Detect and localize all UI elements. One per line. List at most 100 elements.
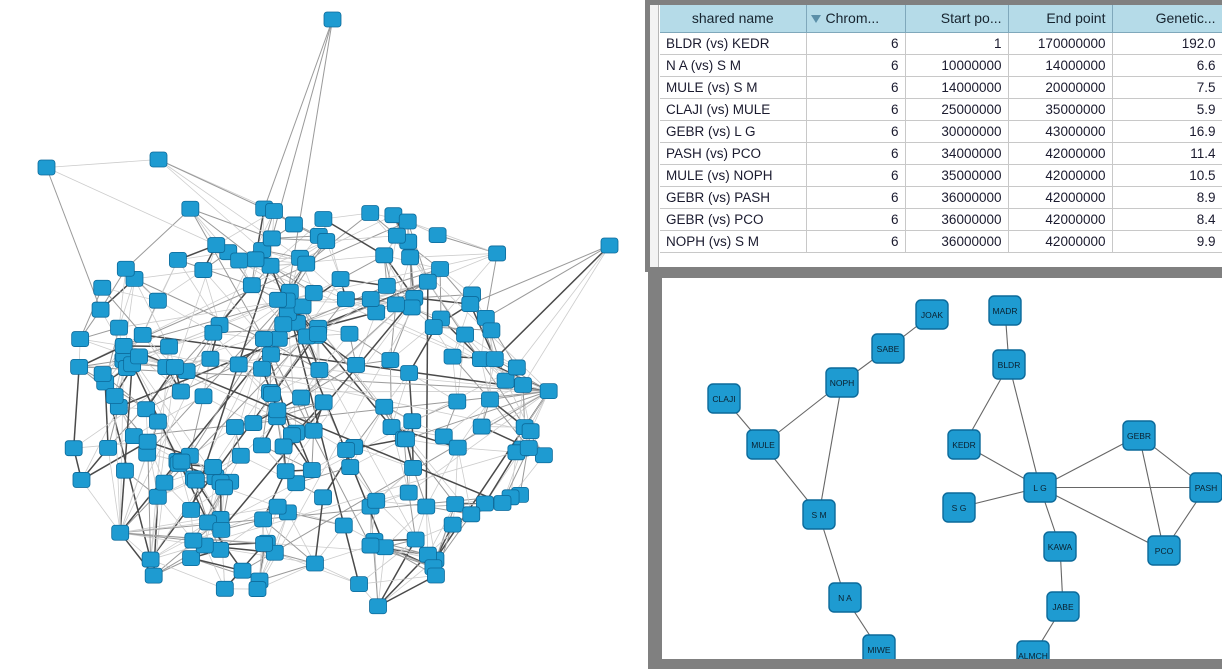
main-network-node[interactable] xyxy=(204,459,223,475)
main-network-node[interactable] xyxy=(186,472,205,489)
main-network-node[interactable] xyxy=(388,227,406,244)
cell-shared_name[interactable]: BLDR (vs) KEDR xyxy=(660,32,807,55)
table-row[interactable]: PASH (vs) PCO 6 34000000 42000000 11.4 xyxy=(660,142,1222,165)
column-header-shared-name[interactable]: shared name xyxy=(660,5,807,33)
main-network-node[interactable] xyxy=(314,394,333,411)
main-network-node[interactable] xyxy=(369,598,387,615)
main-network-node[interactable] xyxy=(448,393,467,410)
main-network-node[interactable] xyxy=(297,255,316,272)
main-network-node[interactable] xyxy=(314,211,333,227)
main-network-node[interactable] xyxy=(37,159,56,176)
table-body[interactable]: BLDR (vs) KEDR 6 1 170000000 192.0 N A (vs) S… xyxy=(660,32,1222,253)
main-network-node[interactable] xyxy=(144,567,163,584)
main-network-node[interactable] xyxy=(274,316,293,333)
main-network-node[interactable] xyxy=(382,419,401,435)
cell-chromosome[interactable]: 6 xyxy=(806,32,906,55)
node-shape[interactable] xyxy=(1023,472,1057,503)
main-network-node[interactable] xyxy=(137,401,156,418)
main-network-node[interactable] xyxy=(64,440,83,457)
table-row[interactable]: CLAJI (vs) MULE 6 25000000 35000000 5.9 xyxy=(660,98,1222,121)
main-network-node[interactable] xyxy=(341,459,360,475)
cell-start_point[interactable]: 34000000 xyxy=(905,142,1009,165)
main-network-node[interactable] xyxy=(110,319,128,336)
subnetwork-node[interactable]: MIWE xyxy=(862,634,896,659)
subnetwork-node[interactable]: ALMCH xyxy=(1016,640,1050,659)
subnetwork-node[interactable]: MADR xyxy=(988,295,1022,326)
cell-end_point[interactable]: 43000000 xyxy=(1008,120,1113,143)
subnetwork-node[interactable]: KAWA xyxy=(1043,531,1077,562)
main-network-node[interactable] xyxy=(367,492,386,509)
main-network-node[interactable] xyxy=(165,359,184,375)
table-row[interactable]: NOPH (vs) S M 6 36000000 42000000 9.9 xyxy=(660,230,1222,253)
main-network-node[interactable] xyxy=(268,498,287,515)
main-network-node[interactable] xyxy=(111,524,130,541)
cell-start_point[interactable]: 10000000 xyxy=(905,54,1009,77)
main-network-node[interactable] xyxy=(70,359,89,375)
main-network-node[interactable] xyxy=(367,304,386,321)
main-network-node[interactable] xyxy=(406,531,425,548)
subnetwork-node[interactable]: BLDR xyxy=(992,349,1026,380)
main-network-node[interactable] xyxy=(337,442,356,458)
cell-start_point[interactable]: 14000000 xyxy=(905,76,1009,99)
cell-shared_name[interactable]: NOPH (vs) S M xyxy=(660,230,807,253)
node-shape[interactable] xyxy=(746,429,780,460)
main-network-node[interactable] xyxy=(377,277,396,294)
subnetwork-node[interactable]: JABE xyxy=(1046,591,1080,622)
main-network-node[interactable] xyxy=(160,338,178,355)
main-network-node[interactable] xyxy=(287,475,306,492)
main-network-node[interactable] xyxy=(253,437,271,454)
subnetwork-node[interactable]: S G xyxy=(942,492,976,523)
main-network-node[interactable] xyxy=(182,501,200,518)
main-network-node[interactable] xyxy=(268,402,287,419)
node-shape[interactable] xyxy=(1043,531,1077,562)
main-network-node[interactable] xyxy=(431,261,449,277)
cell-start_point[interactable]: 30000000 xyxy=(905,120,1009,143)
main-network-node[interactable] xyxy=(233,562,252,579)
table-row[interactable]: MULE (vs) NOPH 6 35000000 42000000 10.5 xyxy=(660,164,1222,187)
main-network-node[interactable] xyxy=(215,479,233,496)
main-network-node[interactable] xyxy=(493,495,512,511)
node-shape[interactable] xyxy=(1189,472,1222,503)
main-network-node[interactable] xyxy=(149,292,167,309)
main-network-node[interactable] xyxy=(399,484,418,501)
main-network-node[interactable] xyxy=(155,474,174,491)
table-row[interactable]: GEBR (vs) PASH 6 36000000 42000000 8.9 xyxy=(660,186,1222,209)
main-network-node[interactable] xyxy=(304,285,323,301)
subnetwork-node[interactable]: GEBR xyxy=(1122,420,1156,451)
cell-chromosome[interactable]: 6 xyxy=(806,54,906,77)
cell-chromosome[interactable]: 6 xyxy=(806,230,906,253)
main-network-node[interactable] xyxy=(262,346,280,363)
sort-descending-triangle-icon[interactable] xyxy=(810,14,821,23)
main-network-node[interactable] xyxy=(404,460,422,476)
main-network-node[interactable] xyxy=(93,279,112,296)
main-network-node[interactable] xyxy=(91,301,110,318)
node-shape[interactable] xyxy=(947,429,981,460)
node-shape[interactable] xyxy=(871,333,905,364)
main-network-node[interactable] xyxy=(428,227,447,243)
main-network-node[interactable] xyxy=(274,438,293,455)
node-shape[interactable] xyxy=(992,349,1026,380)
subnetwork-node[interactable]: PASH xyxy=(1189,472,1222,503)
main-network-node[interactable] xyxy=(72,472,91,488)
subnetwork-node[interactable]: SABE xyxy=(871,333,905,364)
main-network-node[interactable] xyxy=(488,245,507,262)
subnetwork-edge[interactable] xyxy=(1039,487,1165,551)
main-network-node[interactable] xyxy=(424,319,443,335)
main-network-node[interactable] xyxy=(310,362,329,378)
main-network-node[interactable] xyxy=(443,516,462,533)
subnetwork-svg[interactable]: JOAK MADR SABE BLDR NOPH CLAJI GEBR KEDR MULE PAS… xyxy=(662,278,1222,659)
main-network-node[interactable] xyxy=(340,325,359,342)
main-network-node[interactable] xyxy=(269,330,288,347)
main-network-node[interactable] xyxy=(306,555,324,572)
cell-chromosome[interactable]: 6 xyxy=(806,164,906,187)
main-network-node[interactable] xyxy=(253,360,271,377)
main-network-node[interactable] xyxy=(207,237,226,253)
column-header-end-point[interactable]: End point xyxy=(1008,5,1113,33)
main-network-node[interactable] xyxy=(386,296,405,313)
main-network-node[interactable] xyxy=(265,203,283,219)
subnetwork-node[interactable]: CLAJI xyxy=(707,383,741,414)
main-network-node[interactable] xyxy=(456,326,474,343)
main-network-node[interactable] xyxy=(255,535,273,552)
main-network-node[interactable] xyxy=(375,398,394,415)
main-network-node[interactable] xyxy=(403,413,422,430)
